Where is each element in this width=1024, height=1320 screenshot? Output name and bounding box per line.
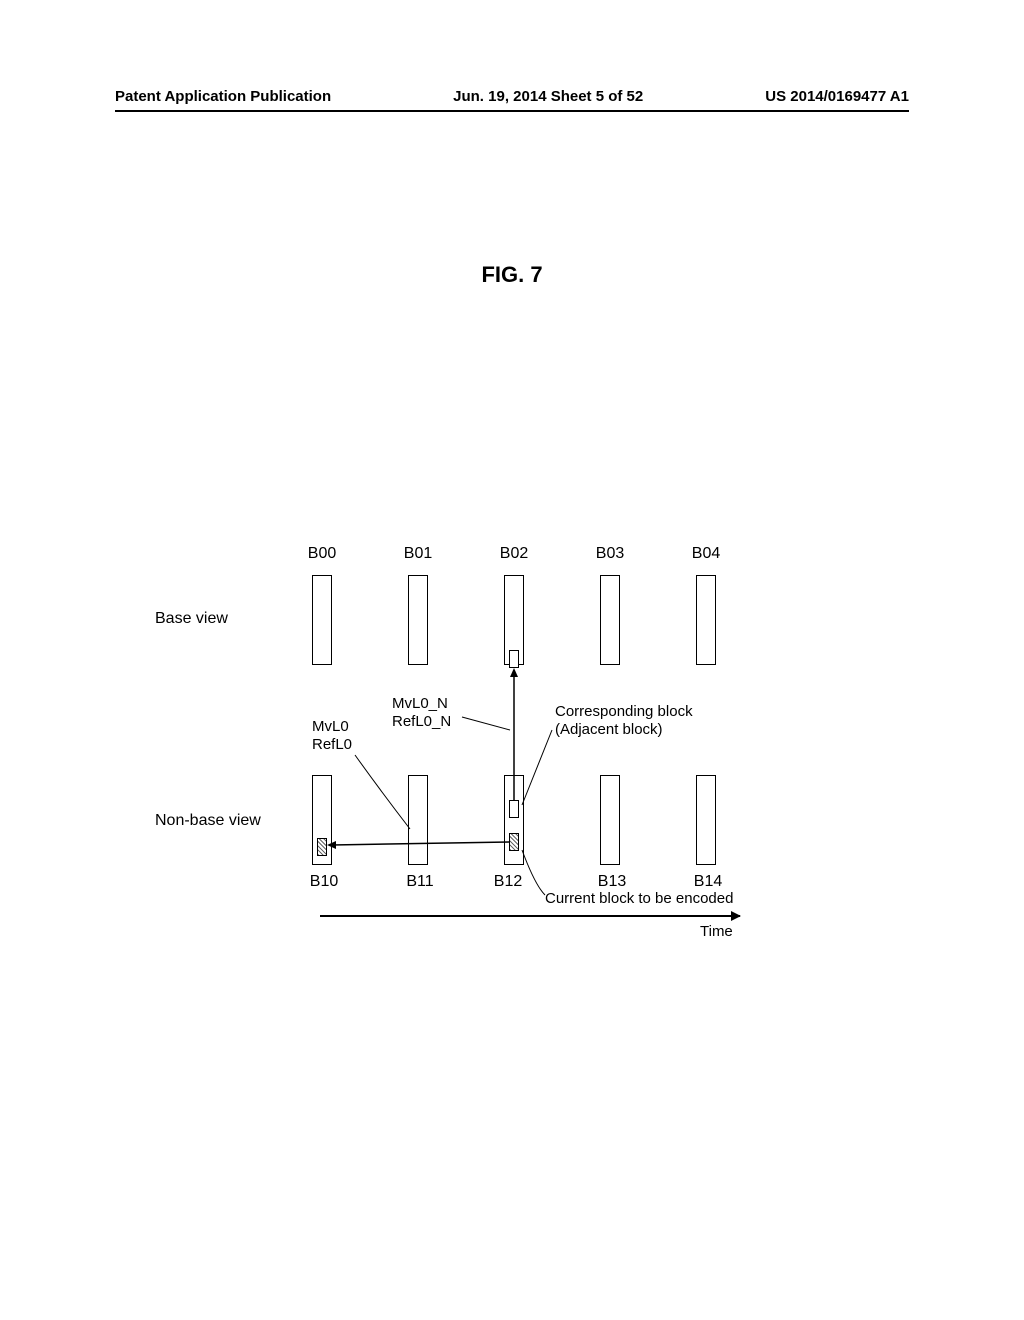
frame-b14 — [696, 775, 716, 865]
frame-b00 — [312, 575, 332, 665]
label-adjacent: (Adjacent block) — [555, 721, 663, 739]
frame-b12 — [504, 775, 524, 865]
col-label-b12: B12 — [488, 873, 528, 891]
label-current: Current block to be encoded — [545, 890, 733, 908]
frame-b04 — [696, 575, 716, 665]
label-refl0n: RefL0_N — [392, 713, 451, 731]
frame-b03 — [600, 575, 620, 665]
row-label-base: Base view — [155, 610, 228, 628]
time-arrow — [320, 915, 740, 917]
col-label-b10: B10 — [304, 873, 344, 891]
header-divider — [115, 110, 909, 112]
col-label-b11: B11 — [400, 873, 440, 891]
header-center: Jun. 19, 2014 Sheet 5 of 52 — [453, 88, 643, 105]
label-mvl0: MvL0 — [312, 718, 349, 736]
col-label-b02: B02 — [494, 545, 534, 563]
figure-title: FIG. 7 — [481, 262, 542, 288]
block-b12-adjacent — [509, 800, 519, 818]
label-time: Time — [700, 923, 733, 941]
label-corresponding: Corresponding block — [555, 703, 693, 721]
diagram-container: B00 B01 B02 B03 B04 Base view MvL0_N Ref… — [160, 545, 890, 1025]
col-label-b03: B03 — [590, 545, 630, 563]
block-b10-ref — [317, 838, 327, 856]
frame-b01 — [408, 575, 428, 665]
header-left: Patent Application Publication — [115, 88, 331, 105]
label-mvl0n: MvL0_N — [392, 695, 448, 713]
header-right: US 2014/0169477 A1 — [765, 88, 909, 105]
frame-b11 — [408, 775, 428, 865]
frame-b13 — [600, 775, 620, 865]
col-label-b13: B13 — [592, 873, 632, 891]
col-label-b00: B00 — [302, 545, 342, 563]
block-b02-ref — [509, 650, 519, 668]
label-refl0: RefL0 — [312, 736, 352, 754]
col-label-b01: B01 — [398, 545, 438, 563]
block-b12-current — [509, 833, 519, 851]
col-label-b04: B04 — [686, 545, 726, 563]
row-label-nonbase: Non-base view — [155, 812, 261, 830]
col-label-b14: B14 — [688, 873, 728, 891]
